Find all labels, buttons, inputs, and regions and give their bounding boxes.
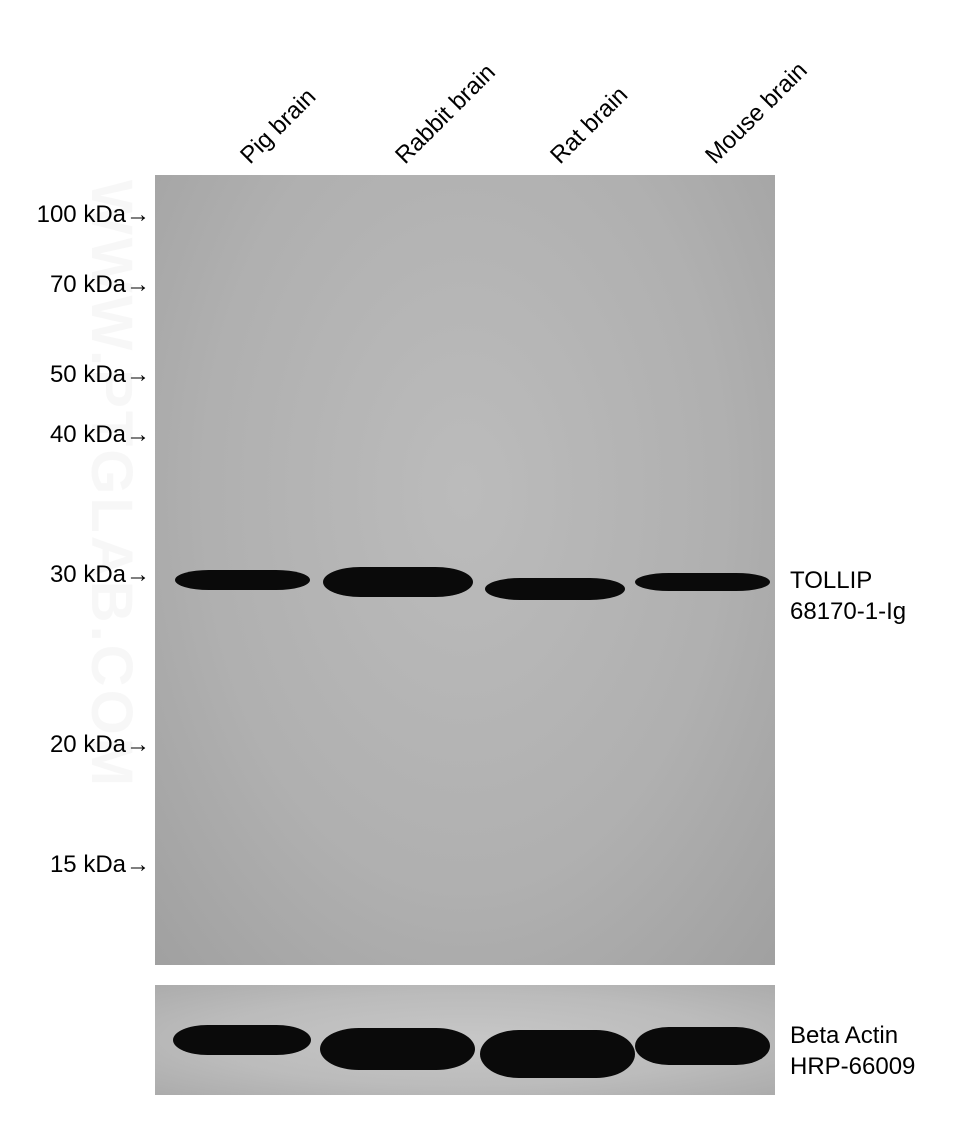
actin-blot-panel [155, 985, 775, 1095]
mw-marker: 20 kDa→ [50, 731, 150, 759]
target-catalog: 68170-1-Ig [790, 596, 960, 627]
actin-catalog: HRP-66009 [790, 1051, 960, 1082]
target-band [485, 578, 625, 600]
actin-band [480, 1030, 635, 1078]
actin-band [635, 1027, 770, 1065]
lane-labels-group: Pig brain Rabbit brain Rat brain Mouse b… [155, 0, 775, 175]
lane-label: Mouse brain [700, 57, 813, 170]
mw-marker: 100 kDa→ [37, 201, 150, 229]
target-band [175, 570, 310, 590]
actin-name: Beta Actin [790, 1020, 960, 1051]
target-label-group: TOLLIP 68170-1-Ig [790, 565, 960, 627]
mw-marker: 70 kDa→ [50, 271, 150, 299]
target-band [323, 567, 473, 597]
target-name: TOLLIP [790, 565, 960, 596]
mw-marker: 50 kDa→ [50, 361, 150, 389]
lane-label: Pig brain [235, 83, 322, 170]
mw-marker: 40 kDa→ [50, 421, 150, 449]
actin-label-group: Beta Actin HRP-66009 [790, 1020, 960, 1082]
mw-marker: 15 kDa→ [50, 851, 150, 879]
actin-band [173, 1025, 311, 1055]
main-blot-panel [155, 175, 775, 965]
lane-label: Rat brain [545, 81, 634, 170]
target-band [635, 573, 770, 591]
lane-label: Rabbit brain [390, 59, 501, 170]
actin-band [320, 1028, 475, 1070]
figure-container: WWW.PTGLAB.COM Pig brain Rabbit brain Ra… [0, 0, 963, 1147]
mw-marker: 30 kDa→ [50, 561, 150, 589]
